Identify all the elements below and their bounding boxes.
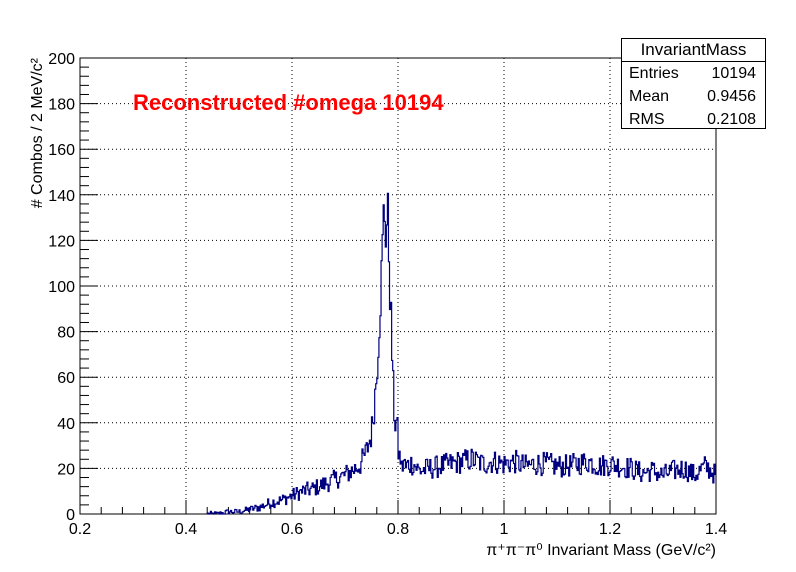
x-tick-label: 0.6 bbox=[281, 521, 303, 538]
stats-value: 10194 bbox=[711, 65, 757, 82]
stats-value: 0.9456 bbox=[707, 88, 756, 105]
y-axis-label: # Combos / 2 MeV/c² bbox=[29, 57, 46, 208]
x-tick-label: 0.4 bbox=[175, 521, 197, 538]
x-axis-label: π⁺π⁻π⁰ Invariant Mass (GeV/c²) bbox=[486, 542, 716, 559]
y-tick-label: 180 bbox=[48, 97, 75, 114]
stats-row-entries: Entries 10194 bbox=[622, 62, 765, 85]
stats-row-rms: RMS 0.2108 bbox=[622, 108, 765, 131]
x-tick-label: 1 bbox=[500, 521, 509, 538]
y-tick-label: 120 bbox=[48, 233, 75, 250]
stats-box-title: InvariantMass bbox=[622, 39, 765, 62]
stats-row-mean: Mean 0.9456 bbox=[622, 85, 765, 108]
x-tick-label: 1.2 bbox=[599, 521, 621, 538]
axis-tick-labels: 0.2 0.4 0.6 0.8 1 1.2 1.4 0 20 40 60 80 100 120 140 160… bbox=[48, 51, 727, 538]
stats-label: RMS bbox=[629, 111, 665, 128]
stats-label: Entries bbox=[629, 65, 679, 82]
x-tick-label: 0.8 bbox=[387, 521, 409, 538]
x-tick-label: 0.2 bbox=[69, 521, 91, 538]
y-tick-label: 160 bbox=[48, 142, 75, 159]
y-tick-label: 40 bbox=[57, 416, 75, 433]
stats-value: 0.2108 bbox=[707, 111, 756, 128]
y-tick-label: 0 bbox=[66, 507, 75, 524]
stats-label: Mean bbox=[629, 88, 670, 105]
histogram-series-line bbox=[206, 192, 716, 515]
y-tick-label: 200 bbox=[48, 51, 75, 68]
plot-annotation: Reconstructed #omega 10194 bbox=[133, 90, 444, 115]
stats-box: InvariantMass Entries 10194 Mean 0.9456 … bbox=[621, 38, 766, 129]
y-tick-label: 140 bbox=[48, 188, 75, 205]
y-tick-label: 80 bbox=[57, 325, 75, 342]
x-tick-label: 1.4 bbox=[705, 521, 727, 538]
y-tick-label: 20 bbox=[57, 461, 75, 478]
y-tick-label: 100 bbox=[48, 279, 75, 296]
y-tick-label: 60 bbox=[57, 370, 75, 387]
